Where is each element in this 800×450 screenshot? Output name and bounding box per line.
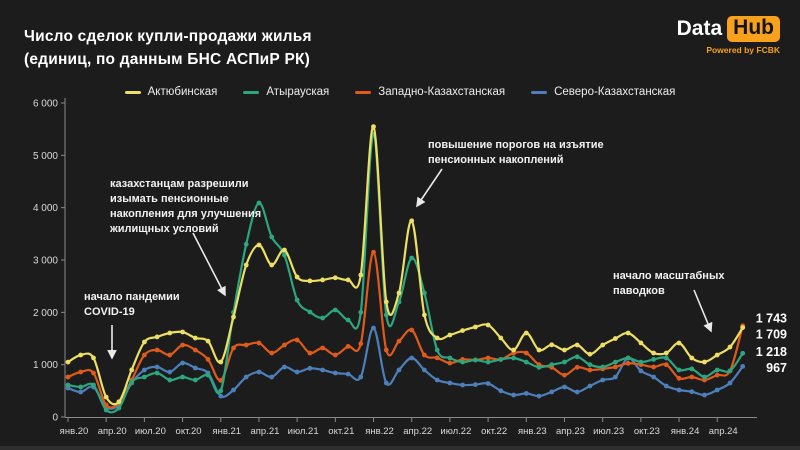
legend-label: Западно-Казахстанская — [378, 86, 506, 98]
x-axis-label: окт.22 — [481, 426, 507, 437]
x-axis-label: июл.20 — [135, 426, 166, 437]
chart-series — [65, 124, 746, 414]
y-axis-label: 1 000 — [33, 360, 58, 371]
chart-title: Число сделок купли-продажи жилья (единиц… — [24, 28, 312, 69]
legend-item-Актюбинская: Актюбинская — [124, 86, 218, 98]
x-axis-label: апр.23 — [556, 426, 585, 437]
thresholds-arrow — [416, 168, 443, 208]
chart-legend: Актюбинская Атырауская Западно-Казахстанск… — [0, 86, 800, 98]
end-value-labels: 1 743 1 709 1 218 967 — [756, 312, 787, 375]
annotation-covid: начало пандемии COVID-19 — [84, 291, 180, 318]
y-axis-label: 5 000 — [33, 151, 58, 162]
floods-arrow — [693, 289, 713, 333]
legend-label: Атырауская — [266, 86, 330, 98]
x-axis-label: апр.22 — [403, 426, 432, 437]
x-axis-label: окт.21 — [328, 426, 354, 437]
annotation-pension-withdrawals: казахстанцам разрешили изымать пенсионны… — [110, 178, 262, 235]
annotation-arrows — [107, 168, 713, 360]
legend-swatch — [355, 90, 372, 94]
series-markers-Актюбинская — [65, 124, 746, 405]
annotation-thresholds: повышение порогов на изъятие пенсионных … — [428, 139, 604, 166]
x-axis-label: июл.21 — [288, 426, 319, 437]
legend-item-Атырауская: Атырауская — [243, 86, 329, 98]
bottom-bar — [0, 446, 800, 450]
x-axis-label: июл.23 — [593, 426, 624, 437]
series-markers-Северо-Казахстанская — [65, 325, 746, 410]
end-value-label: 1 709 — [756, 328, 787, 342]
legend-swatch — [124, 90, 141, 94]
end-value-label: 1 218 — [756, 345, 787, 359]
y-axis-label: 3 000 — [33, 256, 58, 267]
x-axis-label: апр.20 — [98, 426, 127, 437]
legend-swatch — [243, 90, 260, 94]
legend-label: Актюбинская — [147, 86, 218, 98]
x-axis-label: июл.22 — [440, 426, 471, 437]
logo-text-data: Data — [676, 17, 723, 40]
x-axis-label: окт.23 — [634, 426, 660, 437]
legend-item-Западно-Казахстанская: Западно-Казахстанская — [355, 86, 505, 98]
x-axis-label: янв.22 — [365, 426, 394, 437]
y-axis-label: 6 000 — [33, 99, 58, 110]
end-value-label: 1 743 — [756, 312, 787, 326]
x-axis-label: янв.24 — [671, 426, 700, 437]
pension-arrow — [192, 232, 226, 297]
y-axis-label: 2 000 — [33, 308, 58, 319]
y-axis-label: 4 000 — [33, 203, 58, 214]
series-line-Северо-Казахстанская — [67, 326, 744, 410]
x-axis-label: янв.21 — [212, 426, 241, 437]
logo-text-hub: Hub — [727, 16, 780, 42]
legend-item-Северо-Казахстанская: Северо-Казахстанская — [531, 86, 675, 98]
x-axis-label: апр.21 — [250, 426, 279, 437]
x-axis-label: апр.24 — [709, 426, 738, 437]
x-axis-label: окт.20 — [176, 426, 202, 437]
legend-label: Северо-Казахстанская — [554, 86, 676, 98]
logo-tagline: Powered by FCBK — [706, 45, 780, 55]
datahub-logo: Data Hub Powered by FCBK — [677, 16, 780, 55]
chart-axes: 0 1 000 2 000 3 000 4 000 5 000 6 000 янв.20 апр… — [33, 98, 757, 437]
y-axis-label: 0 — [52, 413, 58, 424]
x-axis-label: янв.20 — [60, 426, 89, 437]
x-axis-label: янв.23 — [518, 426, 547, 437]
annotation-floods: начало масштабных паводков — [613, 270, 725, 297]
legend-swatch — [531, 90, 548, 94]
end-value-label: 967 — [766, 361, 787, 375]
